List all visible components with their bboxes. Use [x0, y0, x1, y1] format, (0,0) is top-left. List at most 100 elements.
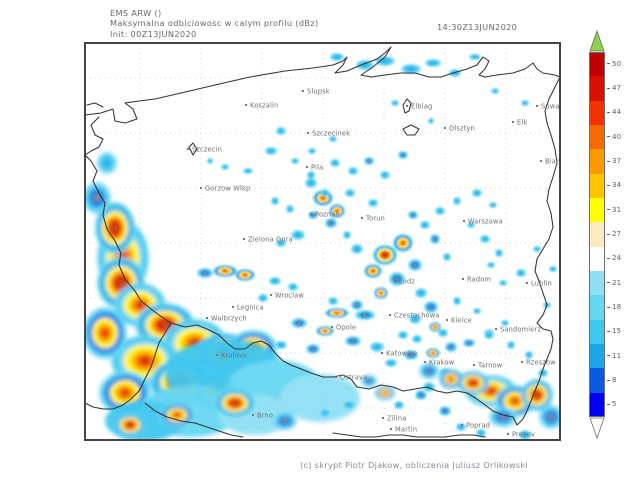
city-label: Torun [365, 215, 385, 223]
city-label: Walbrzych [211, 315, 247, 323]
city-label: Lublin [531, 280, 552, 288]
colorbar-tick-mark [607, 136, 610, 138]
colorbar [589, 52, 605, 417]
city-dot [206, 317, 208, 319]
colorbar-tick-mark [607, 160, 610, 162]
colorbar-tick-value: 31 [612, 205, 622, 214]
city-dot [307, 132, 309, 134]
city-dot [310, 213, 312, 215]
colorbar-tick-mark [607, 330, 610, 332]
colorbar-tick-mark [607, 306, 610, 308]
colorbar-tick-mark [607, 403, 610, 405]
city-dot [461, 424, 463, 426]
colorbar-tick-value: 18 [612, 303, 622, 311]
city-dot [446, 319, 448, 321]
colorbar-segment [589, 52, 605, 77]
city-dot [473, 364, 475, 366]
city-dot [243, 238, 245, 240]
city-dot [444, 127, 446, 129]
city-label: Radom [467, 276, 491, 284]
city-label: Olsztyn [449, 125, 475, 133]
colorbar-bottom-arrow [589, 417, 605, 439]
colorbar-tick-value: 11 [612, 351, 622, 360]
city-label: Wroclaw [275, 292, 305, 300]
reflectivity-field [85, 53, 560, 440]
colorbar-tick: 8 [607, 376, 617, 384]
city-label: Kralove [221, 352, 247, 360]
colorbar-segment [589, 295, 605, 320]
colorbar-tick-mark [607, 209, 610, 211]
city-dot [331, 326, 333, 328]
colorbar-tick-value: 15 [612, 327, 622, 336]
credit-line: (c) skrypt Piotr Djakow, obliczenia Juli… [300, 460, 529, 470]
city-dot [232, 306, 234, 308]
colorbar-tick: 40 [607, 133, 621, 141]
city-dot [382, 417, 384, 419]
colorbar-tick: 18 [607, 303, 621, 311]
colorbar-tick: 31 [607, 206, 621, 214]
city-label: Szczecinek [312, 130, 350, 138]
colorbar-tick-mark [607, 63, 610, 65]
city-label: Bialystok [545, 158, 560, 166]
city-label: Suwalki [541, 103, 560, 111]
city-label: Sandomierz [500, 326, 541, 334]
city-dot [495, 328, 497, 330]
colorbar-tick: 44 [607, 108, 621, 116]
city-dot [252, 414, 254, 416]
colorbar-tick: 24 [607, 254, 621, 262]
city-dot [536, 105, 538, 107]
model-name: EMS ARW () [110, 8, 162, 18]
city-dot [245, 104, 247, 106]
colorbar-tick: 5 [607, 400, 617, 408]
colorbar-segment [589, 125, 605, 150]
city-label: Koszalin [250, 102, 278, 110]
colorbar-segment [589, 319, 605, 344]
city-dot [302, 90, 304, 92]
city-markers-layer: Slupsk Koszalin Szczecinek Szczecin Pila Gorz… [187, 88, 560, 440]
city-label: Brno [257, 412, 273, 420]
city-dot [512, 121, 514, 123]
city-dot [216, 354, 218, 356]
colorbar-segment [589, 222, 605, 247]
valid-time-label: 14:30Z13JUN2020 [437, 22, 518, 32]
city-dot [394, 280, 396, 282]
colorbar-tick-value: 50 [612, 59, 622, 68]
city-dot [306, 166, 308, 168]
colorbar-segment [589, 100, 605, 125]
map-panel: Slupsk Koszalin Szczecinek Szczecin Pila Gorz… [84, 42, 561, 441]
city-dot [526, 282, 528, 284]
colorbar-tick-value: 21 [612, 278, 622, 287]
city-dot [270, 294, 272, 296]
colorbar-tick-value: 44 [612, 108, 622, 117]
colorbar-tick: 11 [607, 352, 621, 360]
city-label: Poznan [315, 211, 340, 219]
city-label: Pila [311, 164, 323, 172]
city-dot [200, 187, 202, 189]
city-label: Elk [517, 119, 527, 127]
city-dot [361, 217, 363, 219]
city-dot [462, 278, 464, 280]
city-dot [187, 148, 189, 150]
colorbar-segment [589, 246, 605, 271]
colorbar-top-arrow [589, 30, 605, 52]
colorbar-tick-value: 8 [612, 376, 617, 384]
city-dot [424, 361, 426, 363]
colorbar-segment [589, 76, 605, 101]
colorbar-segment [589, 271, 605, 296]
city-label: Lodz [399, 278, 415, 286]
city-label: Katowice [386, 350, 417, 358]
colorbar-tick-mark [607, 379, 610, 381]
colorbar-tick-mark [607, 111, 610, 113]
init-time: Init: 00Z13JUN2020 [110, 28, 197, 39]
colorbar-tick-value: 40 [612, 132, 622, 141]
city-label: Elblag [411, 103, 432, 111]
city-label: Tarnow [477, 362, 503, 370]
city-label: Ostrava [340, 374, 367, 382]
colorbar-tick: 27 [607, 230, 621, 238]
city-label: Presov [512, 431, 535, 439]
city-label: Slupsk [307, 88, 330, 96]
colorbar-tick-mark [607, 355, 610, 357]
colorbar-segment [589, 392, 605, 417]
city-dot [406, 105, 408, 107]
